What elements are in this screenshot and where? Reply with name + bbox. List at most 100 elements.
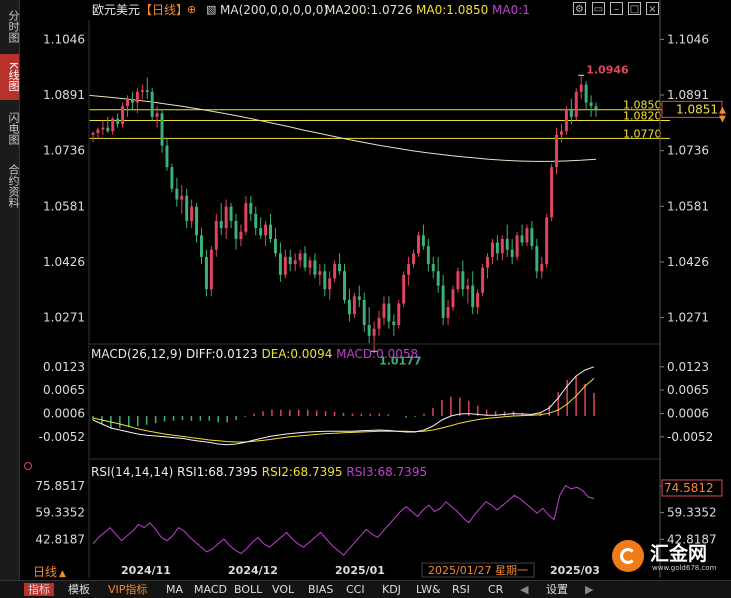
indicator-button-2[interactable]: VIP指标 xyxy=(108,583,148,596)
logo-text: 汇金网 xyxy=(650,543,708,565)
price-axis-right-label: 1.1046 xyxy=(667,32,709,46)
macd-axis-left-label: 0.0065 xyxy=(43,383,85,397)
candle-body xyxy=(190,206,194,221)
chart-style-icon[interactable]: ▧ xyxy=(206,3,217,16)
candle-body xyxy=(540,264,544,272)
rsi-line xyxy=(92,485,595,556)
candle-body xyxy=(347,299,351,315)
candle-body xyxy=(436,271,440,286)
price-axis-right-label: 1.0271 xyxy=(667,311,709,325)
candle-body xyxy=(239,231,243,239)
close-icon[interactable]: × xyxy=(646,2,659,15)
candle-body xyxy=(515,235,519,257)
candle-body xyxy=(476,292,480,308)
indicator-button-12[interactable]: CR xyxy=(488,583,504,596)
candle-body xyxy=(229,206,233,221)
scroll-left-icon[interactable]: ◀ xyxy=(520,583,529,596)
macd-dea-value: DEA:0.0094 xyxy=(261,347,333,361)
minimize-icon[interactable]: – xyxy=(610,2,623,15)
candle-body xyxy=(594,106,598,110)
price-axis-left-label: 1.0271 xyxy=(43,311,85,325)
indicator-button-10[interactable]: LW& xyxy=(416,583,441,596)
ma-params-label[interactable]: MA(200,0,0,0,0,0) xyxy=(220,3,329,17)
candle-body xyxy=(150,91,154,117)
rsi1-value: RSI1:68.7395 xyxy=(177,465,258,479)
sidebar-tab-kline[interactable]: K线图 xyxy=(0,54,20,100)
sidebar-tab-contract-info[interactable]: 合约资料 xyxy=(7,164,20,208)
candle-body xyxy=(278,253,282,275)
settings-icon[interactable]: ⚙ xyxy=(573,2,586,15)
indicator-button-4[interactable]: MACD xyxy=(194,583,227,596)
macd-dea-line xyxy=(92,378,595,443)
candle-body xyxy=(96,129,100,134)
indicator-button-0[interactable]: 指标 xyxy=(24,583,54,596)
candle-body xyxy=(421,235,425,247)
maximize-icon[interactable]: □ xyxy=(628,2,641,15)
indicator-button-8[interactable]: CCI xyxy=(346,583,365,596)
rsi-name: RSI(14,14,14) xyxy=(91,465,174,479)
candle-body xyxy=(328,278,332,290)
candle-body xyxy=(357,296,361,300)
indicator-bar: 指标 模板 VIP指标 MA MACD BOLL VOL BIAS CCI KDJ LW& RSI CR… xyxy=(0,580,731,598)
macd-header: MACD(26,12,9) DIFF:0.0123 DEA:0.0094 MAC… xyxy=(91,347,418,361)
window-icon[interactable]: ▭ xyxy=(592,2,605,15)
candle-body xyxy=(204,256,208,290)
macd-diff-value: DIFF:0.0123 xyxy=(185,347,258,361)
indicator-button-1[interactable]: 模板 xyxy=(68,583,90,596)
candle-body xyxy=(259,228,263,236)
chart-header: 欧元美元 【日线】 ⊕ ▧ MA(200,0,0,0,0,0) MA200:1.… xyxy=(24,0,664,18)
indicator-button-11[interactable]: RSI xyxy=(452,583,470,596)
candle-body xyxy=(372,328,376,336)
price-axis-left-label: 1.0426 xyxy=(43,255,85,269)
candle-body xyxy=(298,253,302,261)
indicator-button-7[interactable]: BIAS xyxy=(308,583,334,596)
candle-body xyxy=(495,242,499,254)
candle-body xyxy=(121,106,125,125)
add-circle-icon[interactable]: ⊕ xyxy=(187,3,197,16)
rsi-marker-icon[interactable] xyxy=(24,462,32,470)
candle-body xyxy=(116,118,120,125)
price-line-label-0: 1.0850 xyxy=(623,99,662,112)
candle-body xyxy=(407,264,411,275)
scroll-arrow-icon: ▼ xyxy=(719,114,726,124)
x-axis-label: 2024/12 xyxy=(228,564,278,577)
candle-body xyxy=(160,113,164,146)
x-axis-label: 2024/11 xyxy=(121,564,171,577)
candle-body xyxy=(101,127,105,130)
candle-body xyxy=(135,91,139,103)
candle-body xyxy=(589,102,593,107)
macd-axis-right-label: 0.0065 xyxy=(667,383,709,397)
candle-body xyxy=(303,253,307,268)
rsi-axis-left-label: 59.3352 xyxy=(35,506,85,520)
high-annotation: 1.0946 xyxy=(586,63,629,76)
period-tab[interactable]: 日线 ▲ xyxy=(33,563,66,580)
candle-body xyxy=(560,131,563,135)
view-sidebar: 分时图 K线图 闪电图 合约资料 xyxy=(0,0,20,580)
symbol-name: 欧元美元 xyxy=(92,3,141,17)
candle-body xyxy=(377,317,381,329)
indicator-button-5[interactable]: BOLL xyxy=(234,583,263,596)
sidebar-tab-flash[interactable]: 闪电图 xyxy=(7,111,20,145)
period-label[interactable]: 【日线】 xyxy=(140,3,189,17)
scroll-right-icon[interactable]: ▶ xyxy=(585,583,594,596)
macd-axis-right-label: -0.0052 xyxy=(667,430,713,444)
macd-axis-right-label: 0.0123 xyxy=(667,360,709,374)
price-axis-right-label: 1.0581 xyxy=(667,199,709,213)
candle-body xyxy=(170,167,174,189)
candle-body xyxy=(525,228,529,243)
indicator-button-9[interactable]: KDJ xyxy=(382,583,401,596)
logo-url: www.gold678.com xyxy=(652,564,717,572)
indicator-button-6[interactable]: VOL xyxy=(272,583,295,596)
indicator-button-13[interactable]: 设置 xyxy=(546,583,568,596)
indicator-button-3[interactable]: MA xyxy=(166,583,184,596)
sidebar-tab-timeshare[interactable]: 分时图 xyxy=(7,9,20,43)
candle-body xyxy=(185,195,189,221)
price-axis-left-label: 1.0736 xyxy=(43,144,85,158)
macd-axis-left-label: -0.0052 xyxy=(39,430,85,444)
last-price-arrow-icon: ▲ xyxy=(719,106,726,116)
period-tab-label: 日线 xyxy=(33,565,58,579)
candle-body xyxy=(416,235,420,254)
candle-body xyxy=(323,271,327,290)
